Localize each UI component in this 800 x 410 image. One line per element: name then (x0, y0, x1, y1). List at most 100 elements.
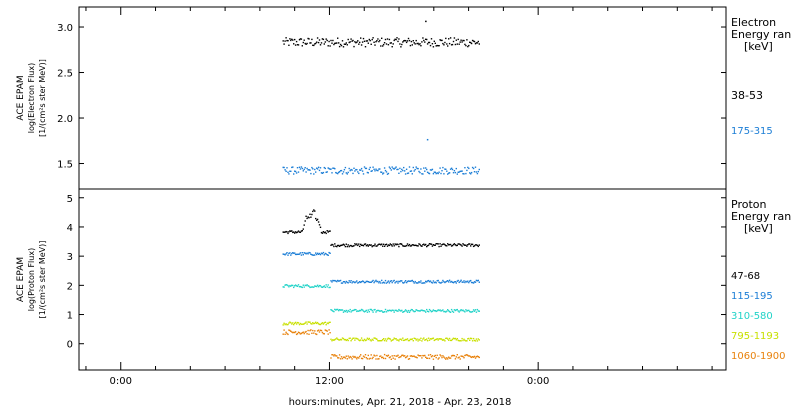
data-point (291, 166, 293, 169)
data-point (447, 243, 449, 245)
data-point (396, 280, 398, 283)
data-point (294, 232, 296, 234)
data-point (388, 244, 391, 247)
data-point (338, 171, 340, 174)
legend-title: Energy ran (731, 28, 791, 41)
data-point (397, 40, 399, 43)
data-point (334, 338, 336, 341)
data-point (322, 231, 325, 233)
data-point (335, 245, 337, 247)
data-point (366, 311, 369, 313)
data-point (449, 168, 452, 170)
data-point (345, 243, 347, 245)
data-point (314, 43, 316, 45)
data-point (282, 324, 284, 326)
data-point (400, 243, 402, 245)
data-point (377, 280, 379, 283)
data-point (315, 285, 317, 287)
data-point (321, 38, 324, 40)
data-point (387, 172, 390, 175)
data-point (470, 311, 472, 313)
data-point (305, 253, 307, 255)
data-point (296, 231, 299, 233)
data-point (355, 42, 357, 44)
legend-entry: 175-315 (731, 126, 773, 137)
data-point (422, 282, 424, 284)
data-point (305, 330, 307, 333)
data-point (289, 170, 291, 172)
data-point (315, 252, 317, 254)
data-point (446, 245, 448, 247)
data-point (430, 243, 433, 245)
data-point (390, 244, 392, 246)
data-point (420, 337, 422, 339)
data-point (453, 309, 456, 311)
data-point (367, 338, 369, 341)
data-point (338, 244, 340, 247)
data-point (377, 340, 379, 342)
data-point (337, 37, 339, 39)
data-point (459, 280, 461, 283)
data-point (347, 309, 349, 312)
data-point (447, 338, 449, 340)
data-point (338, 357, 340, 359)
data-point (331, 243, 333, 246)
data-point (448, 339, 450, 341)
data-point (447, 45, 449, 47)
data-point (287, 171, 289, 173)
data-point (369, 39, 371, 42)
data-point (449, 357, 452, 359)
data-point (445, 281, 447, 283)
data-point (293, 173, 295, 175)
data-point (308, 285, 310, 287)
data-point (397, 282, 399, 284)
data-point (412, 280, 414, 283)
data-point (369, 166, 371, 169)
data-point (419, 339, 421, 341)
data-point (292, 331, 294, 334)
data-point (296, 285, 299, 287)
data-point (309, 42, 311, 44)
data-point (388, 166, 391, 168)
data-point (382, 357, 385, 360)
data-point (320, 286, 323, 288)
data-point (357, 244, 359, 247)
data-point (331, 309, 333, 312)
data-point (420, 280, 422, 282)
data-point (338, 354, 341, 356)
data-point (423, 355, 425, 357)
data-point (447, 173, 449, 175)
data-point (363, 40, 366, 42)
data-point (309, 329, 311, 332)
data-point (381, 339, 383, 342)
data-point (470, 356, 473, 359)
data-point (422, 354, 424, 357)
data-point (353, 281, 355, 283)
data-point (297, 322, 300, 324)
data-point (414, 356, 416, 358)
data-point (469, 41, 471, 43)
data-point (458, 243, 460, 245)
data-point (369, 308, 371, 311)
data-point (467, 354, 469, 357)
data-point (294, 170, 297, 173)
data-point (423, 243, 425, 245)
data-point (456, 308, 458, 311)
data-point (471, 356, 474, 358)
data-point (403, 282, 405, 284)
data-point (287, 254, 289, 256)
data-point (387, 337, 390, 339)
data-point (286, 332, 288, 335)
data-point (395, 309, 397, 311)
data-point (378, 358, 380, 360)
data-point (397, 243, 399, 246)
data-point (290, 322, 292, 324)
data-point (345, 42, 347, 44)
data-point (392, 309, 394, 312)
proton-flux-panel: 0 1 2 3 4 5 ACE EPAM log(Proton Flux) [1/(cm²s s… (16, 188, 791, 371)
data-point (402, 311, 404, 313)
data-point (444, 281, 446, 284)
data-point (386, 245, 389, 247)
data-point (295, 253, 298, 256)
data-point (303, 332, 305, 335)
